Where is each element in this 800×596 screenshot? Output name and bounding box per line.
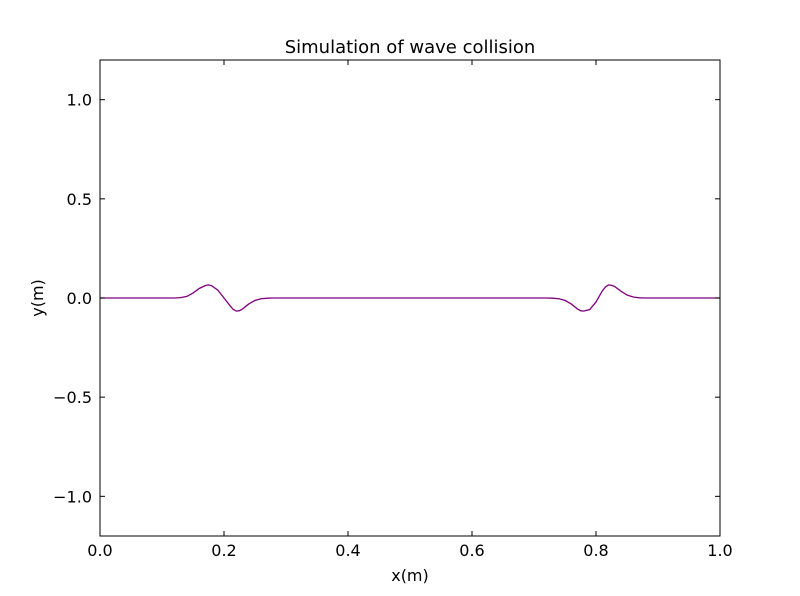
plot-area: 0.0 0.2 0.4 0.6 0.8 1.0 −1.0 −0.5 0.0 0.5 1.0 <box>53 59 733 560</box>
series-line-wave <box>100 284 720 312</box>
y-axis-label: y(m) <box>28 279 47 317</box>
x-tick-label: 0.0 <box>87 541 112 560</box>
x-tick-label: 0.8 <box>583 541 608 560</box>
x-tick-label: 0.4 <box>335 541 360 560</box>
y-tick-label: 1.0 <box>67 91 92 110</box>
x-tick-label: 0.2 <box>211 541 236 560</box>
y-tick-label: −1.0 <box>53 487 92 506</box>
x-tick-label: 0.6 <box>459 541 484 560</box>
y-tick-label: 0.5 <box>67 190 92 209</box>
x-axis-label: x(m) <box>391 566 429 585</box>
y-tick-label: −0.5 <box>53 388 92 407</box>
chart-title: Simulation of wave collision <box>285 37 536 58</box>
x-tick-label: 1.0 <box>707 541 732 560</box>
y-tick-label: 0.0 <box>67 289 92 308</box>
